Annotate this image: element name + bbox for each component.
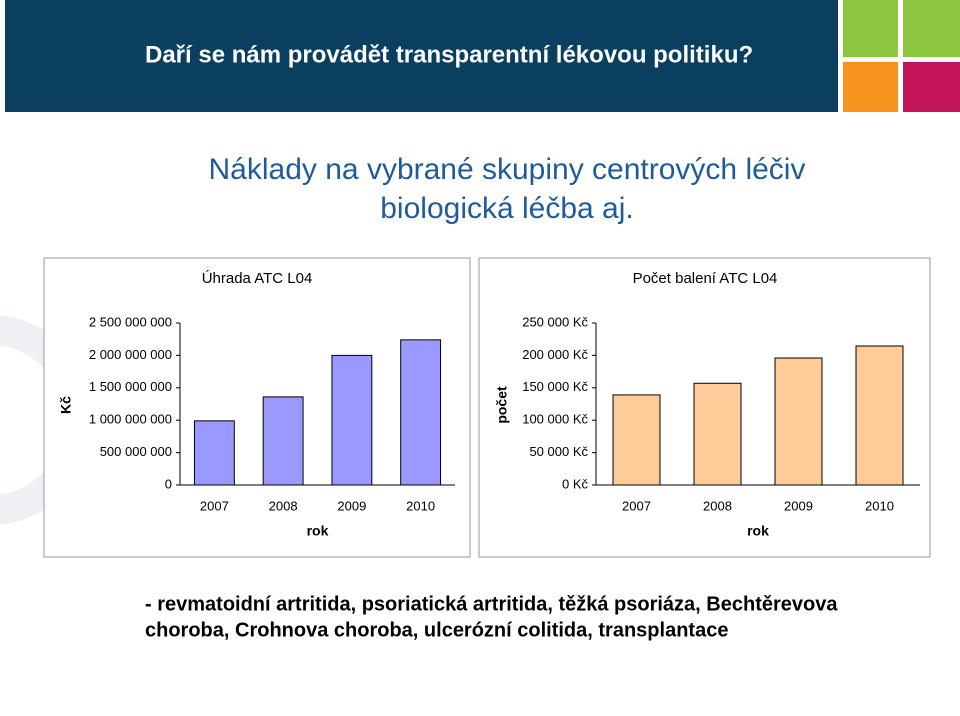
- y-tick-label: 0 Kč: [562, 476, 589, 491]
- x-tick-label: 2008: [269, 498, 298, 513]
- x-tick-label: 2009: [784, 498, 813, 513]
- deco-square: [903, 0, 960, 57]
- header-band: [5, 0, 838, 112]
- heading-line: Náklady na vybrané skupiny centrových lé…: [209, 153, 806, 186]
- footer-line: - revmatoidní artritida, psoriatická art…: [145, 593, 838, 615]
- x-tick-label: 2010: [406, 498, 435, 513]
- x-tick-label: 2009: [337, 498, 366, 513]
- chart-title: Počet balení ATC L04: [633, 270, 778, 287]
- heading-line: biologická léčba aj.: [380, 192, 634, 225]
- chart-title: Úhrada ATC L04: [202, 270, 313, 287]
- y-tick-label: 1 500 000 000: [89, 379, 172, 394]
- x-tick-label: 2008: [703, 498, 732, 513]
- bar: [262, 396, 304, 486]
- y-tick-label: 1 000 000 000: [89, 412, 172, 427]
- y-tick-label: 0: [165, 476, 172, 491]
- bar: [855, 345, 904, 486]
- bar: [612, 394, 661, 486]
- deco-square: [843, 62, 898, 112]
- bar: [400, 339, 442, 486]
- bar: [693, 382, 742, 486]
- y-tick-label: 250 000 Kč: [522, 314, 588, 329]
- y-tick-label: 50 000 Kč: [529, 444, 588, 459]
- chart-frame: [43, 257, 471, 558]
- slide-title: Daří se nám provádět transparentní lékov…: [145, 41, 753, 68]
- x-axis-label: rok: [747, 523, 769, 539]
- y-tick-label: 100 000 Kč: [522, 412, 588, 427]
- y-tick-label: 2 500 000 000: [89, 314, 172, 329]
- y-tick-label: 150 000 Kč: [522, 379, 588, 394]
- bar: [193, 420, 235, 486]
- bar: [774, 357, 823, 486]
- y-tick-label: 200 000 Kč: [522, 347, 588, 362]
- y-tick-label: 500 000 000: [100, 444, 172, 459]
- deco-square: [843, 0, 898, 57]
- x-tick-label: 2007: [200, 498, 229, 513]
- x-axis-label: rok: [307, 523, 329, 539]
- y-axis-label: Kč: [58, 396, 74, 414]
- footer-line: choroba, Crohnova choroba, ulcerózní col…: [145, 619, 728, 641]
- deco-square: [903, 62, 960, 112]
- x-tick-label: 2007: [622, 498, 651, 513]
- x-tick-label: 2010: [865, 498, 894, 513]
- bar: [331, 354, 373, 486]
- y-axis-label: počet: [494, 386, 510, 424]
- y-tick-label: 2 000 000 000: [89, 347, 172, 362]
